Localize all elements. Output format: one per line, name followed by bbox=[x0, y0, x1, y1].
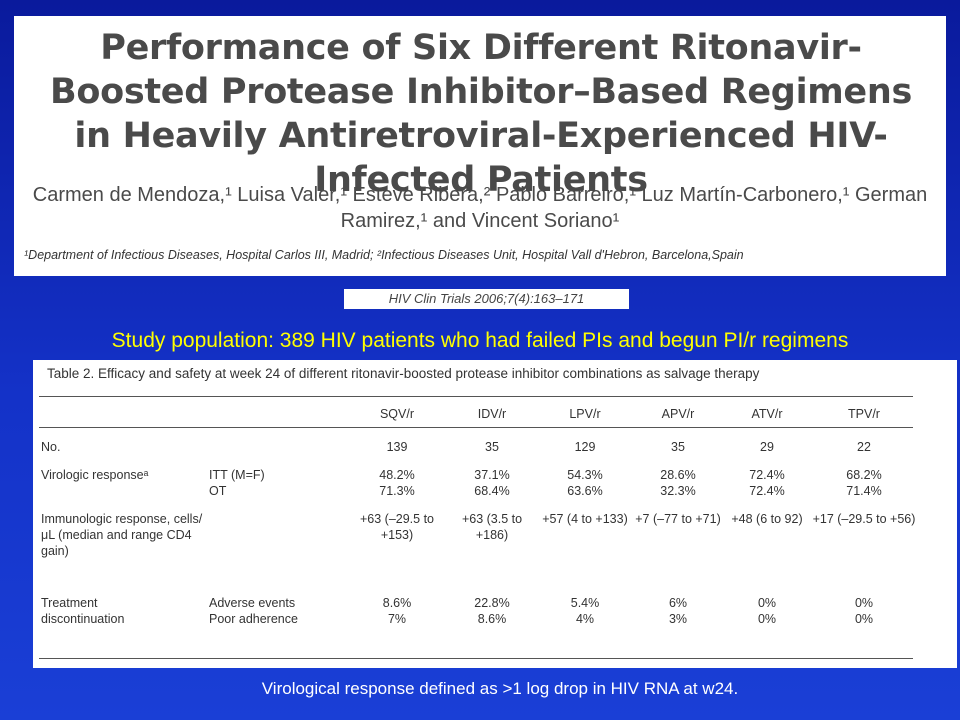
table-cell: 3% bbox=[668, 612, 688, 626]
table-cell: 22.8% bbox=[474, 596, 510, 610]
table-cell: 6% bbox=[668, 596, 688, 610]
table-cell: 0% bbox=[854, 612, 874, 626]
table-cell: +57 (4 to +133) bbox=[542, 512, 628, 526]
paper-title: Performance of Six Different Ritonavir-B… bbox=[49, 28, 913, 200]
column-header: LPV/r bbox=[569, 407, 601, 421]
table-cell: 8.6% bbox=[477, 612, 507, 626]
table-cell: +63 (–29.5 to +153) bbox=[359, 512, 435, 542]
table-cell: 71.3% bbox=[379, 484, 415, 498]
column-header: SQV/r bbox=[379, 407, 415, 421]
table-cell: 48.2% bbox=[379, 468, 415, 482]
table-row: OT 71.3% 68.4% 63.6% 32.3% 72.4% 71.4% bbox=[41, 483, 917, 499]
table-cell: 7% bbox=[387, 612, 407, 626]
table-row: Immunologic response, cells/μL (median a… bbox=[41, 511, 917, 595]
table-cell: 29 bbox=[760, 440, 774, 454]
row-label: Virologic responseᵃ bbox=[41, 468, 149, 482]
column-header: IDV/r bbox=[477, 407, 507, 421]
table-cell: 32.3% bbox=[660, 484, 696, 498]
table-cell: 8.6% bbox=[382, 596, 412, 610]
table-cell: 72.4% bbox=[749, 468, 785, 482]
table-cell: 5.4% bbox=[570, 596, 600, 610]
table-cell: 63.6% bbox=[567, 484, 603, 498]
table-cell: 0% bbox=[854, 596, 874, 610]
table-header-rule bbox=[39, 427, 913, 428]
table-cell: 37.1% bbox=[474, 468, 510, 482]
table-cell: 28.6% bbox=[660, 468, 696, 482]
citation: HIV Clin Trials 2006;7(4):163–171 bbox=[344, 289, 629, 309]
column-header: ATV/r bbox=[751, 407, 783, 421]
row-sublabel bbox=[209, 439, 347, 455]
table-cell: 22 bbox=[857, 440, 871, 454]
table-cell: 0% bbox=[757, 612, 777, 626]
row-label: Treatment bbox=[41, 596, 98, 610]
table-cell: +48 (6 to 92) bbox=[731, 512, 803, 526]
study-population-text: Study population: 389 HIV patients who h… bbox=[111, 329, 849, 352]
row-label: No. bbox=[41, 440, 61, 454]
table-cell: 35 bbox=[485, 440, 499, 454]
paper-affiliations: ¹Department of Infectious Diseases, Hosp… bbox=[24, 248, 744, 262]
table-cell: 0% bbox=[757, 596, 777, 610]
column-header: TPV/r bbox=[848, 407, 880, 421]
paper-authors: Carmen de Mendoza,¹ Luisa Valer,¹ Esteve… bbox=[32, 184, 928, 232]
table-row: Virologic responseᵃ ITT (M=F) 48.2% 37.1… bbox=[41, 467, 917, 483]
row-sublabel: ITT (M=F) bbox=[209, 468, 265, 482]
row-label: Immunologic response, cells/μL (median a… bbox=[41, 512, 203, 558]
column-header: APV/r bbox=[661, 407, 695, 421]
table-cell: 71.4% bbox=[846, 484, 882, 498]
table-cell: 72.4% bbox=[749, 484, 785, 498]
efficacy-table: SQV/r IDV/r LPV/r APV/r ATV/r TPV/r No. … bbox=[41, 406, 917, 627]
table-header-row: SQV/r IDV/r LPV/r APV/r ATV/r TPV/r bbox=[41, 406, 917, 439]
table-row: discontinuation Poor adherence 7% 8.6% 4… bbox=[41, 611, 917, 627]
row-label: discontinuation bbox=[41, 612, 125, 626]
table-cell: 4% bbox=[575, 612, 595, 626]
table-cell: 54.3% bbox=[567, 468, 603, 482]
table-top-rule bbox=[39, 396, 913, 397]
efficacy-table-panel: Table 2. Efficacy and safety at week 24 … bbox=[33, 360, 957, 668]
table-cell: 35 bbox=[671, 440, 685, 454]
table-title: Table 2. Efficacy and safety at week 24 … bbox=[47, 366, 760, 381]
table-cell: +63 (3.5 to +186) bbox=[461, 512, 523, 542]
table-cell: 129 bbox=[574, 440, 596, 454]
table-bottom-rule bbox=[39, 658, 913, 659]
table-row: No. 139 35 129 35 29 22 bbox=[41, 439, 917, 455]
table-cell: +17 (–29.5 to +56) bbox=[812, 512, 916, 526]
row-label bbox=[41, 483, 209, 499]
table-cell: 139 bbox=[386, 440, 408, 454]
table-row: Treatment Adverse events 8.6% 22.8% 5.4%… bbox=[41, 595, 917, 611]
row-sublabel: OT bbox=[209, 484, 227, 498]
table-cell: +7 (–77 to +71) bbox=[635, 512, 721, 526]
row-sublabel bbox=[209, 511, 347, 595]
table-cell: 68.2% bbox=[846, 468, 882, 482]
row-sublabel: Poor adherence bbox=[209, 612, 298, 626]
table-cell: 68.4% bbox=[474, 484, 510, 498]
paper-header: Performance of Six Different Ritonavir-B… bbox=[14, 16, 946, 276]
row-sublabel: Adverse events bbox=[209, 596, 296, 610]
footnote: Virological response defined as >1 log d… bbox=[261, 679, 739, 698]
